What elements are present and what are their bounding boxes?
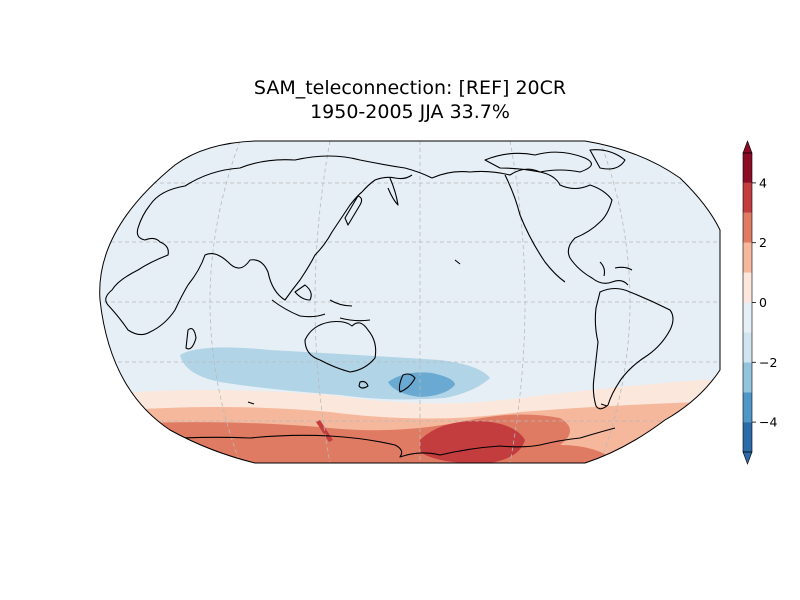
colorbar-extend-max (742, 140, 753, 154)
title-line-1: SAM_teleconnection: [REF] 20CR (253, 77, 567, 99)
map-title: SAM_teleconnection: [REF] 20CR 1950-2005… (0, 76, 800, 124)
coast-europe-africa (105, 204, 189, 336)
colorbar-segment (743, 272, 752, 303)
colorbar-tick-label: −2 (759, 355, 777, 370)
positive-core (420, 420, 525, 463)
colorbar-segment (743, 153, 752, 183)
colorbar-segment (743, 332, 752, 363)
colorbar-segment (743, 182, 752, 213)
coast-south-america (592, 287, 674, 410)
coast-tasmania (358, 380, 369, 389)
coast-kamchatka (387, 177, 399, 206)
colorbar-segment (743, 242, 752, 273)
colorbar-segment (743, 212, 752, 243)
coast-east-asia (361, 174, 413, 193)
colorbar-tick-label: 2 (759, 235, 767, 250)
coast-australia (304, 320, 377, 373)
coast-japan (344, 195, 363, 226)
colorbar-segment (743, 422, 752, 452)
coast-north-america (431, 168, 629, 286)
colorbar-segment (743, 392, 752, 423)
coast-indonesia (271, 299, 326, 318)
coast-arctic-islands (484, 151, 592, 173)
map-globe (99, 141, 721, 463)
gridlines (99, 141, 721, 463)
map-boundary (99, 140, 721, 464)
coast-eurasia-north (149, 155, 433, 206)
colorbar: 4 2 0 −2 −4 (742, 140, 777, 465)
coast-madagascar (185, 328, 197, 350)
coast-antarctica (149, 427, 616, 458)
colorbar-tick-label: 4 (759, 175, 767, 190)
negative-anomaly-core (388, 372, 455, 397)
coast-south-asia (187, 191, 363, 301)
colorbar-tick-label: −4 (759, 415, 777, 430)
title-line-2: 1950-2005 JJA 33.7% (310, 101, 510, 123)
colorbar-segment (743, 362, 752, 393)
colorbar-extend-min (742, 451, 753, 465)
positive-streak (316, 420, 333, 442)
colorbar-tick-label: 0 (759, 295, 767, 310)
colorbar-segment (743, 302, 752, 333)
coast-new-zealand (398, 373, 416, 393)
coastlines (105, 149, 674, 458)
coast-hawaii (454, 259, 461, 265)
